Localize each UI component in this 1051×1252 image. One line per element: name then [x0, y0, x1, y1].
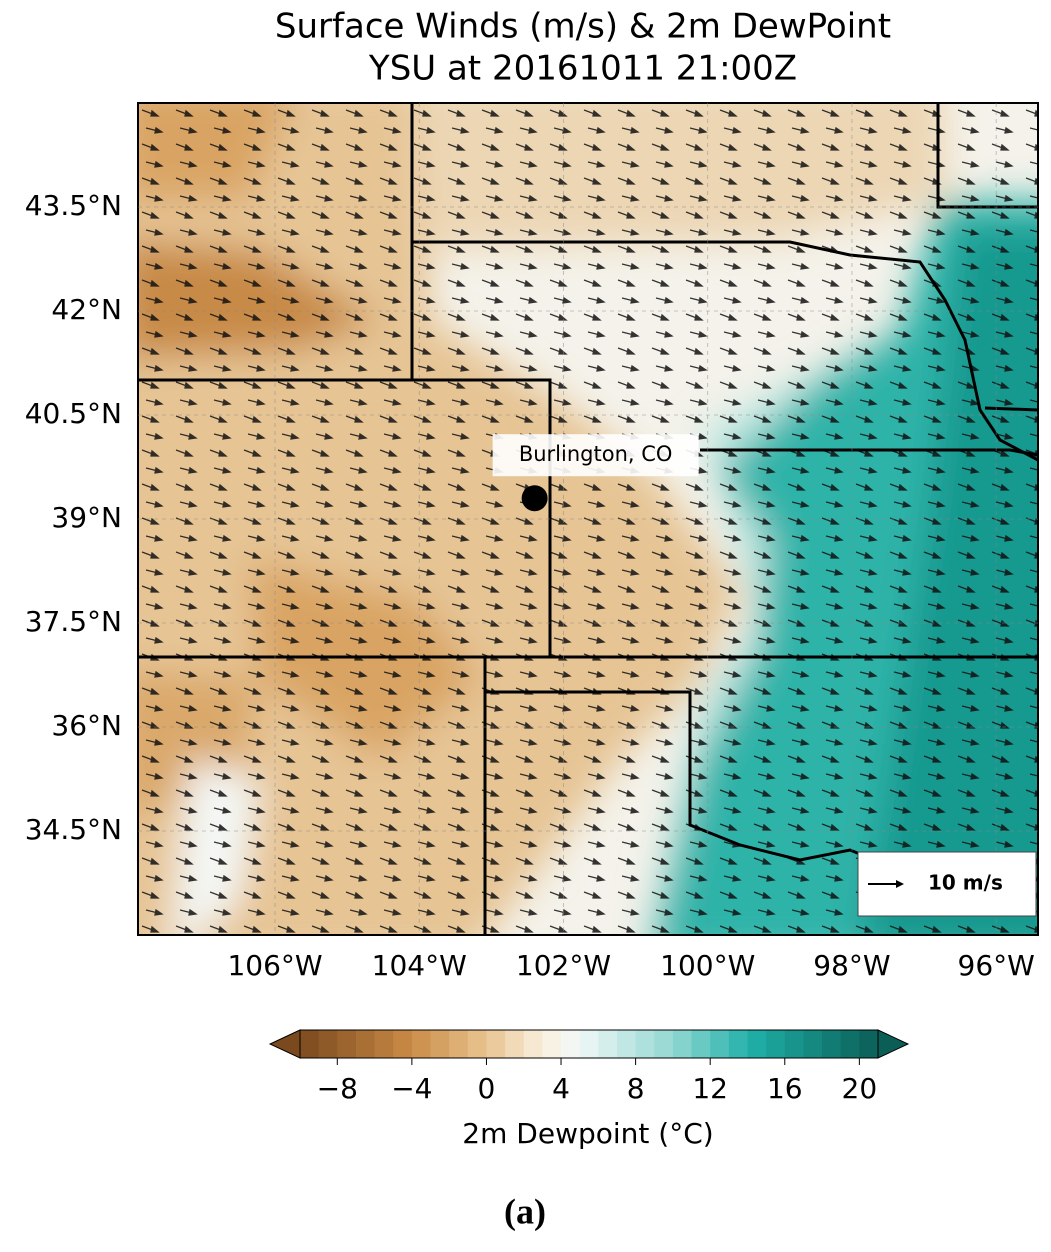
lon-tick-label: 98°W — [813, 949, 890, 982]
colorbar-segment — [393, 1030, 413, 1058]
colorbar-segment — [672, 1030, 693, 1058]
colorbar-segment — [691, 1030, 711, 1058]
colorbar-segment — [784, 1030, 804, 1058]
lat-tick-label: 40.5°N — [25, 397, 122, 430]
lat-tick-label: 34.5°N — [25, 813, 122, 846]
lon-tick-label: 100°W — [660, 949, 755, 982]
colorbar-segment — [616, 1030, 637, 1058]
colorbar-segment — [337, 1030, 357, 1058]
colorbar-segment — [411, 1030, 432, 1058]
colorbar-segment — [710, 1030, 730, 1058]
colorbar-segment — [840, 1030, 860, 1058]
colorbar-segment — [374, 1030, 394, 1058]
colorbar-tick-label: −8 — [317, 1072, 358, 1105]
lat-tick-label: 37.5°N — [25, 605, 122, 638]
colorbar-segment — [505, 1030, 525, 1058]
caption: (a) — [504, 1191, 546, 1231]
colorbar-segment — [300, 1030, 320, 1058]
colorbar-segment — [859, 1030, 879, 1058]
colorbar-extend — [268, 1029, 301, 1059]
colorbar-segment — [318, 1030, 338, 1058]
colorbar-segment — [598, 1030, 618, 1058]
point-marker — [521, 485, 548, 512]
title-line: Surface Winds (m/s) & 2m DewPoint — [275, 7, 891, 47]
colorbar-segment — [766, 1030, 786, 1058]
lat-tick-label: 42°N — [51, 293, 122, 326]
colorbar-segment — [542, 1030, 562, 1058]
colorbar-extend — [877, 1029, 910, 1059]
colorbar-tick-label: 8 — [627, 1072, 645, 1105]
colorbar-tick-label: 12 — [692, 1072, 728, 1105]
colorbar-frame — [299, 1029, 879, 1059]
colorbar-segment — [486, 1030, 506, 1058]
title-line: YSU at 20161011 21:00Z — [368, 49, 797, 89]
point-label: Burlington, CO — [519, 442, 673, 466]
lat-tick-label: 39°N — [51, 501, 122, 534]
colorbar-label: 2m Dewpoint (°C) — [462, 1117, 713, 1150]
colorbar-segment — [430, 1030, 450, 1058]
colorbar-segment — [355, 1030, 376, 1058]
colorbar-segment — [467, 1030, 487, 1058]
point-label-box — [492, 434, 699, 477]
colorbar-tick-label: 4 — [552, 1072, 570, 1105]
lat-tick-label: 36°N — [51, 709, 122, 742]
colorbar-segment — [561, 1030, 581, 1058]
lon-tick-label: 102°W — [516, 949, 611, 982]
colorbar-tick-label: −4 — [391, 1072, 432, 1105]
colorbar-tick-label: 20 — [842, 1072, 878, 1105]
lon-tick-label: 96°W — [958, 949, 1035, 982]
wind-key-label: 10 m/s — [928, 871, 1003, 895]
colorbar-segment — [728, 1030, 748, 1058]
colorbar-tick-label: 0 — [478, 1072, 496, 1105]
colorbar-segment — [747, 1030, 767, 1058]
lon-tick-label: 106°W — [227, 949, 322, 982]
colorbar-segment — [449, 1030, 469, 1058]
colorbar-segment — [803, 1030, 823, 1058]
lat-tick-label: 43.5°N — [25, 189, 122, 222]
colorbar-tick-label: 16 — [767, 1072, 803, 1105]
lon-tick-label: 104°W — [372, 949, 467, 982]
colorbar-segment — [635, 1030, 655, 1058]
colorbar-segment — [822, 1030, 842, 1058]
map-field — [138, 103, 1038, 935]
colorbar-segment — [654, 1030, 674, 1058]
wind-key: 10 m/s — [857, 851, 1037, 917]
colorbar-segment — [523, 1030, 543, 1058]
colorbar-segment — [579, 1030, 599, 1058]
